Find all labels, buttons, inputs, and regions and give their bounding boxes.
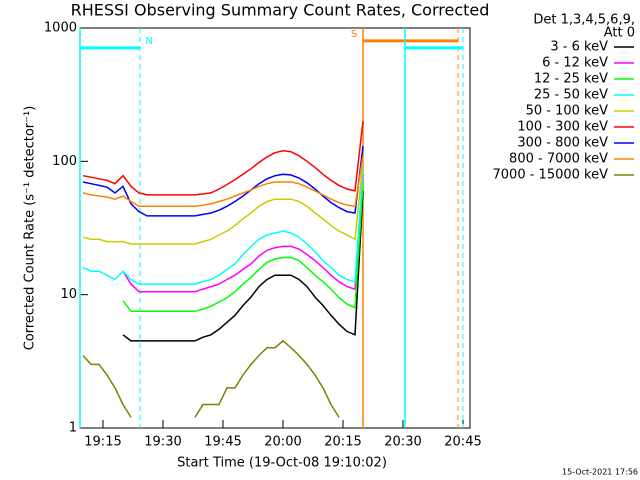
series-line	[82, 167, 364, 285]
legend-title: Det 1,3,4,5,6,9,	[533, 13, 635, 28]
series-line	[82, 155, 364, 208]
series-line	[122, 181, 364, 313]
legend-label: 3 - 6 keV	[550, 40, 608, 55]
timestamp: 15-Oct-2021 17:56	[562, 468, 638, 477]
y-axis-label: Corrected Count Rate (s⁻¹ detector⁻¹)	[23, 106, 38, 351]
x-tick-label: 20:15	[324, 435, 361, 450]
legend-label: 800 - 7000 keV	[509, 152, 608, 167]
legend-title: Att 0	[604, 26, 635, 41]
y-tick-label: 1	[69, 421, 77, 436]
x-tick-label: 20:00	[264, 435, 301, 450]
series-line	[194, 339, 340, 418]
legend-label: 300 - 800 keV	[517, 136, 608, 151]
y-tick-label: 100	[52, 154, 77, 169]
series-line	[82, 161, 364, 245]
x-tick-label: 19:45	[204, 435, 241, 450]
legend-label: 25 - 50 keV	[534, 88, 608, 103]
x-tick-label: 19:30	[144, 435, 181, 450]
series-line	[122, 174, 364, 293]
series-line	[82, 121, 364, 196]
y-tick-label: 1000	[44, 21, 77, 36]
legend-label: 7000 - 15000 keV	[493, 168, 609, 183]
flag-label: S	[351, 29, 357, 40]
legend-label: 50 - 100 keV	[526, 104, 609, 119]
x-axis-label: Start Time (19-Oct-08 19:10:02)	[177, 456, 387, 471]
legend-label: 12 - 25 keV	[534, 72, 608, 87]
series-line	[82, 354, 132, 418]
series-line	[122, 190, 364, 342]
legend-label: 6 - 12 keV	[542, 56, 608, 71]
x-tick-label: 20:30	[384, 435, 421, 450]
legend-label: 100 - 300 keV	[517, 120, 608, 135]
flag-label: N	[145, 36, 152, 47]
chart-title: RHESSI Observing Summary Count Rates, Co…	[71, 1, 490, 20]
x-tick-label: 19:15	[84, 435, 121, 450]
y-tick-label: 10	[60, 287, 77, 302]
x-tick-label: 20:45	[444, 435, 481, 450]
